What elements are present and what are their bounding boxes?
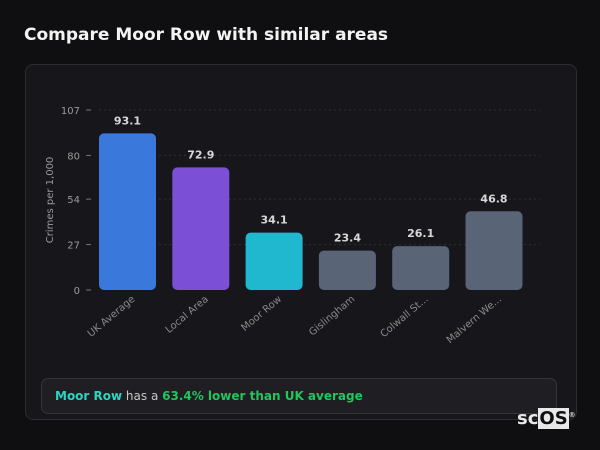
data-label: 34.1 bbox=[261, 214, 288, 227]
comparison-summary: Moor Row has a 63.4% lower than UK avera… bbox=[41, 378, 557, 414]
bar bbox=[465, 211, 523, 290]
x-tick-label: Gislingham bbox=[307, 294, 357, 339]
bar bbox=[245, 232, 303, 290]
scos-logo: scOS® bbox=[517, 408, 576, 429]
data-label: 26.1 bbox=[407, 227, 434, 240]
summary-text: has a bbox=[122, 389, 163, 403]
x-tick-label: Moor Row bbox=[239, 294, 284, 334]
bar bbox=[318, 250, 376, 290]
data-label: 23.4 bbox=[334, 232, 361, 245]
x-tick-label: Colwall St... bbox=[379, 294, 431, 340]
bar bbox=[392, 246, 450, 290]
y-tick-label: 0 bbox=[74, 286, 80, 297]
x-tick-label: Local Area bbox=[164, 294, 211, 336]
data-label: 72.9 bbox=[187, 148, 214, 161]
page-title: Compare Moor Row with similar areas bbox=[24, 25, 389, 45]
comparison-value: 63.4% lower than UK average bbox=[162, 389, 363, 403]
x-tick-label: UK Average bbox=[86, 294, 138, 340]
bar bbox=[99, 133, 156, 290]
area-name: Moor Row bbox=[55, 389, 123, 403]
y-tick-label: 54 bbox=[67, 195, 80, 206]
data-label: 46.8 bbox=[480, 192, 507, 205]
y-tick-label: 80 bbox=[67, 151, 80, 162]
data-label: 93.1 bbox=[114, 114, 141, 127]
bar bbox=[172, 167, 230, 290]
y-tick-label: 107 bbox=[61, 106, 80, 117]
y-axis-label: Crimes per 1,000 bbox=[45, 157, 56, 244]
x-tick-label: Malvern We... bbox=[445, 294, 504, 346]
y-tick-label: 27 bbox=[67, 241, 80, 252]
